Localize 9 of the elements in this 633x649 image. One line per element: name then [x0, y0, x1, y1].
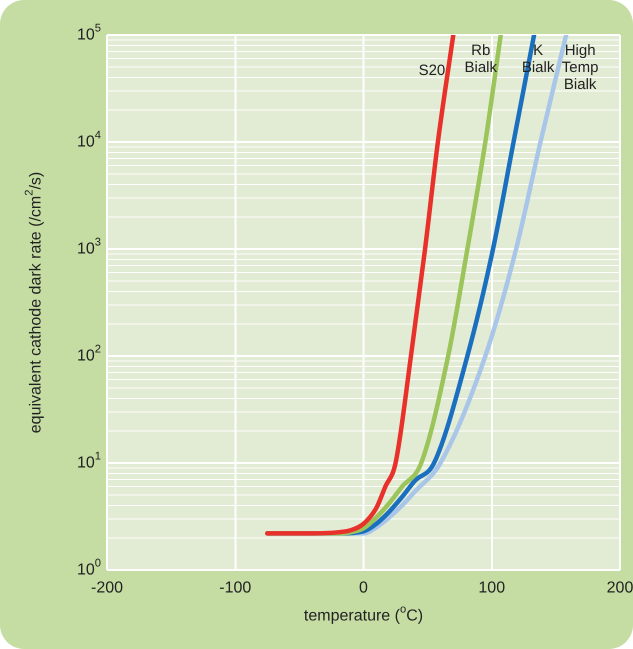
series-label: High Temp Bialk: [562, 42, 598, 94]
x-tick-label: -200: [90, 579, 124, 596]
x-tick-label: 0: [359, 579, 368, 596]
x-tick-label: 100: [478, 579, 506, 596]
y-axis-title: equivalent cathode dark rate (/cm2/s): [24, 172, 44, 434]
x-tick-label: -100: [219, 579, 252, 596]
series-label: S20: [418, 62, 446, 80]
x-tick-label: 200: [606, 579, 633, 596]
line-series: [265, 35, 456, 536]
